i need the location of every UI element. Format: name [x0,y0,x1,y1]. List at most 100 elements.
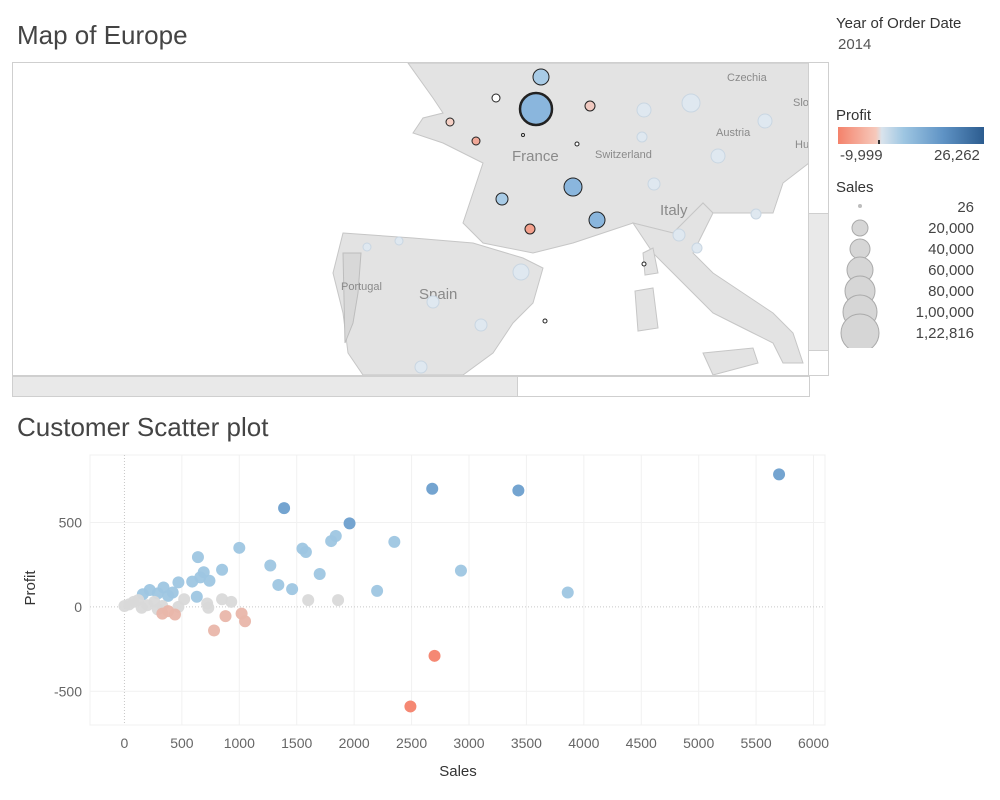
map-location-circle[interactable] [647,177,661,191]
vertical-scroll-thumb[interactable] [809,213,828,351]
map-location-circle[interactable] [521,133,525,137]
map-title: Map of Europe [17,20,188,50]
map-location-circle[interactable] [681,93,701,113]
x-tick-label: 2000 [339,735,370,751]
scatter-point[interactable] [264,559,277,572]
scatter-point[interactable] [299,546,312,559]
scatter-points[interactable] [118,468,786,713]
x-tick-label: 3000 [453,735,484,751]
map-location-circle[interactable] [426,295,440,309]
profit-min-label: -9,999 [840,147,883,164]
map-landmass [332,63,809,375]
map-location-circle[interactable] [757,113,773,129]
scatter-point[interactable] [512,484,525,497]
scatter-point[interactable] [233,541,246,554]
scatter-gridlines [89,454,826,726]
scatter-point[interactable] [371,584,384,597]
map-location-circle[interactable] [750,208,762,220]
horizontal-scroll-thumb[interactable] [13,377,518,396]
scatter-point[interactable] [162,589,175,602]
scatter-point[interactable] [302,594,315,607]
map-location-circle[interactable] [414,360,428,374]
map-location-circle[interactable] [641,261,647,267]
map-location-circle[interactable] [574,141,580,147]
scatter-point[interactable] [272,578,285,591]
scatter-point[interactable] [332,594,345,607]
year-filter-value[interactable]: 2014 [838,36,872,53]
map-location-circle[interactable] [563,177,583,197]
scatter-point[interactable] [219,610,232,623]
scatter-point[interactable] [191,551,204,564]
scatter-point[interactable] [239,615,252,628]
scatter-point[interactable] [168,608,181,621]
x-axis-label: Sales [439,763,477,780]
map-location-circle[interactable] [532,68,550,86]
scatter-point[interactable] [561,586,574,599]
scatter-point[interactable] [225,595,238,608]
x-tick-label: 1500 [281,735,312,751]
scatter-point[interactable] [156,607,169,620]
land-shape [342,252,362,344]
sales-legend-label: 20,000 [928,220,974,237]
map-location-circle[interactable] [710,148,726,164]
map-location-circle[interactable] [636,131,648,143]
scatter-point[interactable] [388,535,401,548]
scatter-point[interactable] [202,601,215,614]
scatter-point[interactable] [203,574,216,587]
map-circles[interactable] [362,68,773,374]
scatter-point[interactable] [404,700,417,713]
scatter-point[interactable] [428,649,441,662]
scatter-point[interactable] [216,593,229,606]
sales-legend-label: 26 [957,199,974,216]
scatter-title: Customer Scatter plot [17,412,269,442]
scatter-point[interactable] [190,590,203,603]
scatter-plot[interactable]: 0 500 1000 1500 2000 2500 3000 3500 4000 4500 5000… [0,440,840,790]
map-location-circle[interactable] [471,136,481,146]
map-location-circle[interactable] [474,318,488,332]
scatter-point[interactable] [286,583,299,596]
map-horizontal-scrollbar[interactable] [12,376,810,397]
map-location-circle[interactable] [512,263,530,281]
map-location-circle[interactable] [394,236,404,246]
y-tick-label: 500 [59,515,83,531]
scatter-point[interactable] [278,502,291,515]
scatter-point[interactable] [343,517,356,530]
map-view[interactable]: Czechia Austria France Switzerland Italy Spai… [12,62,810,376]
x-tick-label: 0 [121,735,129,751]
scatter-point[interactable] [454,564,467,577]
scatter-point[interactable] [216,563,229,576]
scatter-point[interactable] [135,601,148,614]
scatter-point[interactable] [208,624,221,637]
map-location-circle[interactable] [691,242,703,254]
map-location-circle[interactable] [518,91,554,127]
map-location-circle[interactable] [636,102,652,118]
scatter-point[interactable] [186,575,199,588]
year-filter-title: Year of Order Date [836,15,962,32]
scatter-point[interactable] [325,535,338,548]
map-location-circle[interactable] [672,228,686,242]
map-location-circle[interactable] [445,117,455,127]
map-location-circle[interactable] [491,93,501,103]
scatter-point[interactable] [773,468,786,481]
sales-size-circle [858,204,862,208]
map-location-circle[interactable] [362,242,372,252]
map-country-label: Czechia [727,72,768,84]
map-location-circle[interactable] [524,223,536,235]
scatter-point[interactable] [172,576,185,589]
map-location-circle[interactable] [542,318,548,324]
map-location-circle[interactable] [495,192,509,206]
map-vertical-scrollbar[interactable] [808,62,829,376]
x-tick-label: 1000 [224,735,255,751]
x-tick-label: 4500 [626,735,657,751]
map-location-circle[interactable] [588,211,606,229]
scatter-point[interactable] [313,567,326,580]
profit-legend-title: Profit [836,107,872,124]
scatter-tick-labels: 0 500 1000 1500 2000 2500 3000 3500 4000 4500 5000… [54,515,829,752]
sales-legend-label: 60,000 [928,262,974,279]
map-country-label: France [512,148,559,165]
scatter-point[interactable] [426,482,439,495]
scatter-point[interactable] [118,600,131,613]
map-country-label: Italy [660,202,688,219]
map-location-circle[interactable] [584,100,596,112]
